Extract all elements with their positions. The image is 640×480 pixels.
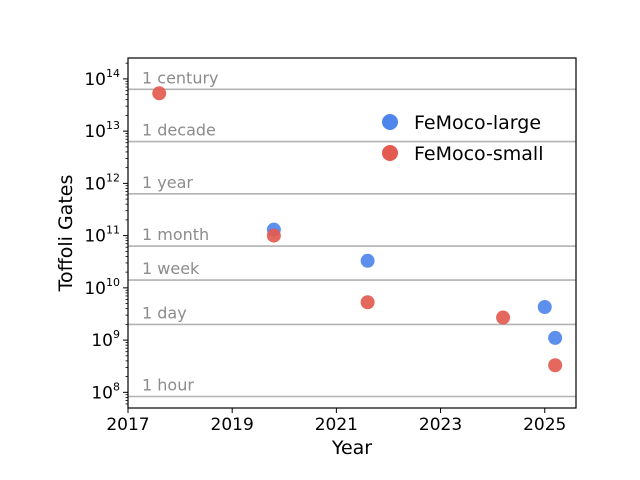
y-tick-exponent: 9 [113,328,120,341]
reference-line-label: 1 month [142,225,209,244]
y-tick-base: 10 [84,279,106,299]
data-point-femoco-small [496,310,511,325]
y-tick-base: 10 [91,331,113,351]
y-tick-label: 1012 [84,171,120,194]
x-tick-label: 2019 [211,415,254,435]
x-tick-label: 2021 [315,415,358,435]
x-tick-label: 2017 [106,415,149,435]
reference-line-label: 1 week [142,259,200,278]
y-tick-base: 10 [84,70,106,90]
legend-marker-femoco-large [382,114,398,130]
y-tick-exponent: 13 [106,119,120,132]
reference-line-label: 1 year [142,173,193,192]
y-tick-label: 1010 [84,276,120,299]
y-tick-base: 10 [84,227,106,247]
y-tick-exponent: 8 [113,380,120,393]
data-point-femoco-large [548,330,563,345]
y-tick-label: 1014 [84,67,120,90]
x-tick-label: 2025 [523,415,566,435]
data-point-femoco-small [548,358,563,373]
y-tick-label: 1011 [84,224,120,247]
y-tick-label: 108 [91,380,120,403]
data-point-femoco-small [266,228,281,243]
y-tick-base: 10 [91,383,113,403]
reference-line-label: 1 day [142,303,187,322]
data-point-femoco-small [360,295,375,310]
legend-marker-femoco-small [382,145,398,161]
data-point-femoco-large [537,299,552,314]
y-tick-base: 10 [84,174,106,194]
plot-frame [127,57,577,409]
y-tick-exponent: 12 [106,171,120,184]
reference-lines: 1 century 1 decade 1 year 1 month 1 week 1 da… [128,68,576,398]
y-tick-base: 10 [84,122,106,142]
legend: FeMoco-large FeMoco-small [382,112,543,165]
y-tick-exponent: 10 [106,276,120,289]
y-tick-exponent: 11 [106,224,120,237]
y-tick-exponent: 14 [106,67,120,80]
data-point-femoco-small [152,86,167,101]
reference-line-label: 1 decade [142,121,216,140]
reference-line-label: 1 century [142,68,219,87]
y-tick-label: 109 [91,328,120,351]
x-axis-ticks: 2017 2019 2021 2023 2025 [106,408,566,435]
legend-label: FeMoco-small [414,143,543,165]
y-axis-label: Toffoli Gates [55,175,77,293]
x-axis-label: Year [331,437,372,459]
data-point-femoco-large [360,253,375,268]
y-tick-label: 1013 [84,119,120,142]
x-tick-label: 2023 [419,415,462,435]
reference-line-label: 1 hour [142,376,194,395]
data-points [152,86,563,373]
legend-label: FeMoco-large [414,112,541,134]
